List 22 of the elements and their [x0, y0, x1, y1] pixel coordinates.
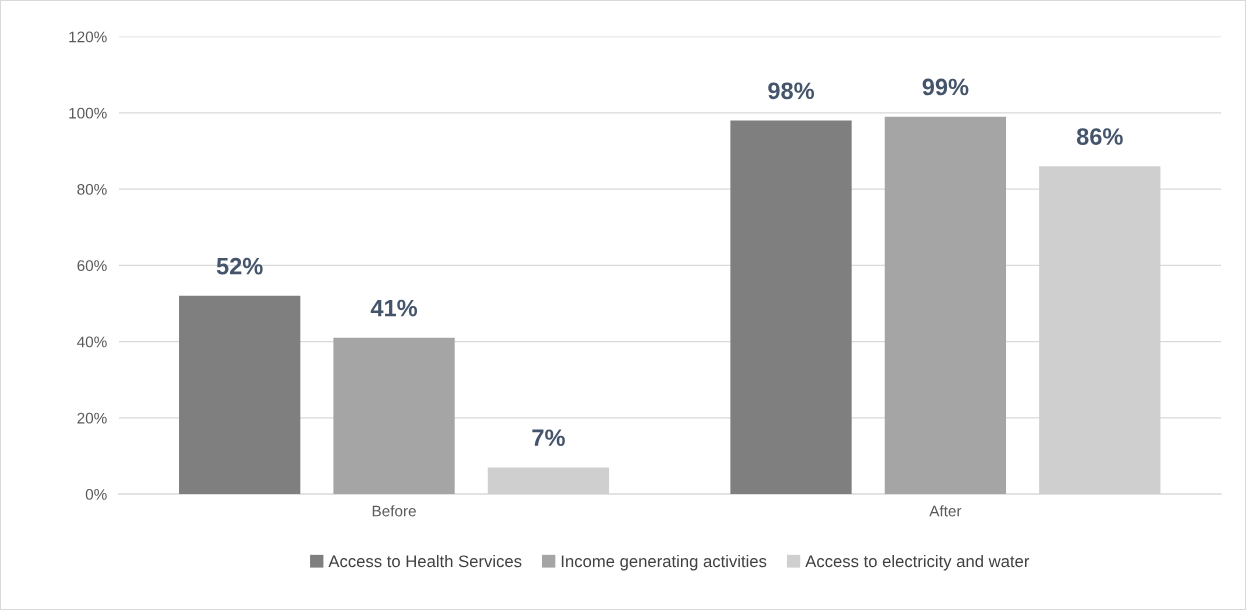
x-tick-label: Before [372, 505, 416, 517]
y-tick-label: 80% [77, 183, 107, 195]
bar [884, 116, 1007, 495]
y-tick-label: 20% [77, 412, 107, 424]
bar [730, 120, 852, 495]
data-label: 7% [532, 429, 565, 447]
y-tick-label: 40% [77, 336, 107, 348]
data-label: 52% [216, 257, 263, 275]
x-tick-label: After [929, 505, 962, 517]
legend-label: Income generating activities [561, 554, 767, 571]
bar [333, 337, 455, 495]
data-label: 98% [768, 82, 815, 100]
bar [179, 295, 301, 495]
y-tick-label: 0% [85, 488, 107, 500]
data-label: 41% [370, 299, 418, 317]
y-tick-label: 120% [69, 31, 107, 43]
legend-label: Access to Health Services [328, 554, 522, 568]
y-tick-label: 100% [69, 107, 107, 119]
y-tick-label: 60% [77, 260, 107, 272]
legend-label: Access to electricity and water [805, 554, 1030, 571]
data-label: 86% [1076, 128, 1123, 145]
data-label: 99% [922, 78, 969, 96]
